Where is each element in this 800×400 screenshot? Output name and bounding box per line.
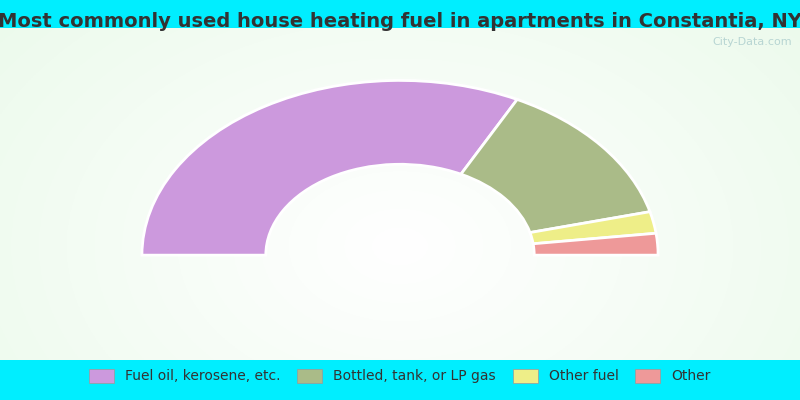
Wedge shape	[142, 80, 517, 255]
Legend: Fuel oil, kerosene, etc., Bottled, tank, or LP gas, Other fuel, Other: Fuel oil, kerosene, etc., Bottled, tank,…	[89, 368, 711, 384]
Wedge shape	[461, 100, 650, 232]
Text: City-Data.com: City-Data.com	[713, 37, 792, 47]
Text: Most commonly used house heating fuel in apartments in Constantia, NY: Most commonly used house heating fuel in…	[0, 12, 800, 31]
Wedge shape	[533, 233, 658, 255]
Wedge shape	[530, 212, 656, 244]
